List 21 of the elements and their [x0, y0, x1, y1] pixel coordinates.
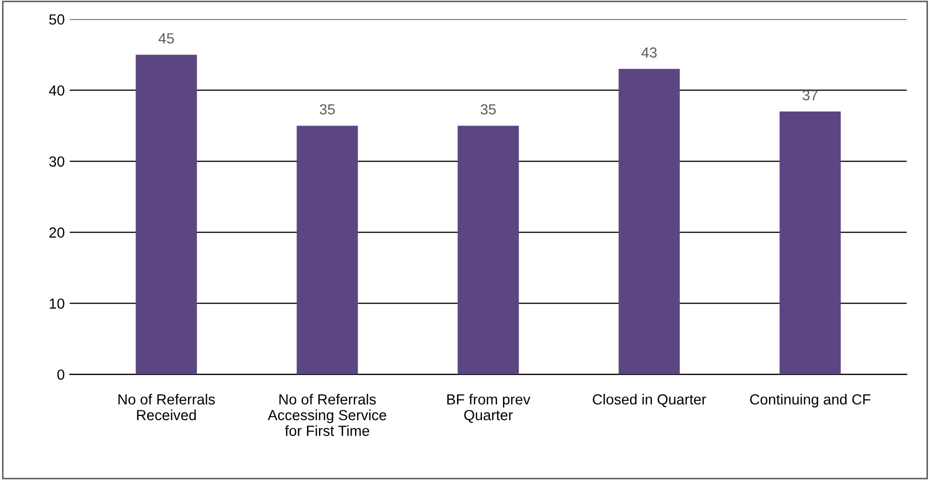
y-tick-label: 40 [49, 85, 64, 96]
data-label: 43 [641, 47, 657, 58]
x-tick-label: Continuing and CF [750, 394, 870, 408]
x-tick-label: No of Referrals Received [118, 394, 215, 420]
x-tick-label: No of Referrals Accessing Service for First Time [268, 394, 386, 436]
bar [296, 126, 358, 374]
y-tick-label: 0 [57, 370, 64, 380]
x-tick-label: BF from prev Quarter [447, 394, 530, 423]
data-label: 45 [158, 33, 174, 44]
data-label: 35 [480, 104, 496, 115]
y-tick-label: 50 [49, 14, 64, 25]
y-tick-label: 30 [49, 156, 64, 167]
bar [780, 112, 841, 374]
data-label: 35 [320, 104, 335, 115]
y-tick-label: 10 [50, 298, 64, 309]
y-tick-label: 20 [49, 227, 64, 238]
bar [618, 68, 680, 374]
bar [458, 126, 519, 374]
x-tick-label: Closed in Quarter [592, 394, 706, 408]
bar [136, 54, 197, 374]
data-label: 37 [802, 90, 818, 100]
